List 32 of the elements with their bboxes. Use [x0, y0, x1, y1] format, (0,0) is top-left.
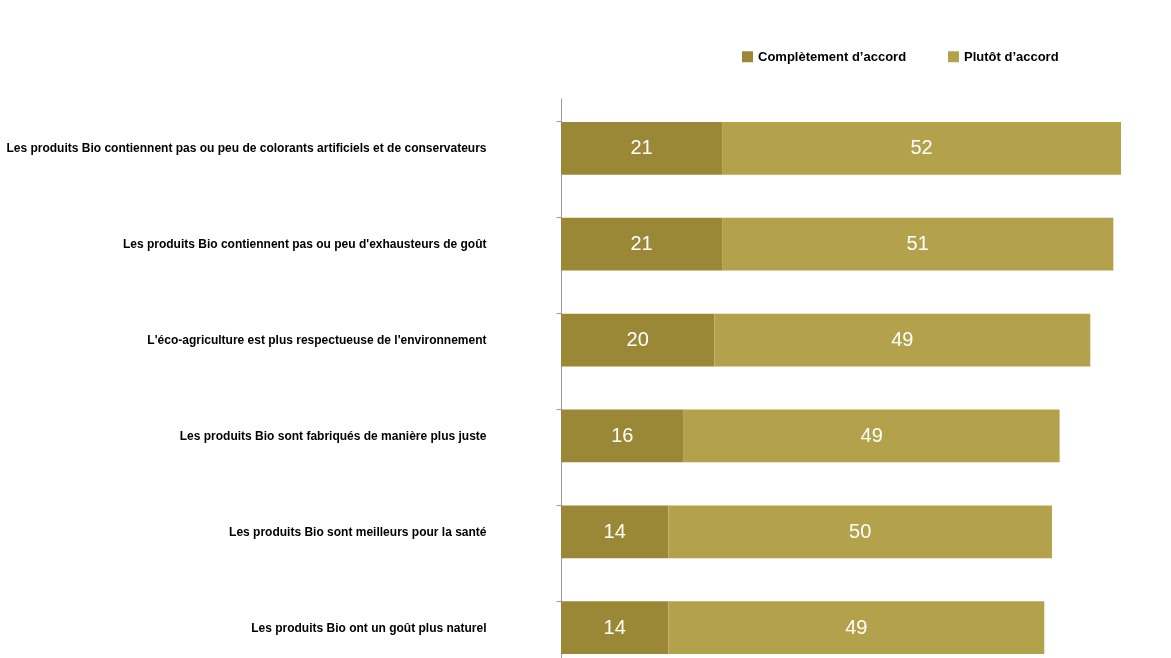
- data-label: 21: [630, 136, 653, 159]
- y-tick-label: L'éco-agriculture est plus respectueuse de l'environnement: [147, 333, 487, 348]
- bar: [561, 601, 669, 655]
- y-tick-label: Les produits Bio sont meilleurs pour la santé: [229, 524, 487, 539]
- bar: [561, 313, 715, 367]
- bar: [714, 313, 1091, 367]
- bar: [561, 409, 684, 463]
- legend-label: Complètement d’accord: [758, 48, 907, 64]
- data-label: 14: [603, 615, 626, 638]
- data-label: 20: [626, 328, 649, 351]
- y-tick-label: Les produits Bio ont un goût plus naturel: [251, 620, 487, 635]
- data-label: 49: [891, 328, 914, 351]
- bar: [561, 505, 669, 559]
- data-label: 50: [849, 519, 872, 542]
- legend-label: Plutôt d’accord: [964, 48, 1059, 64]
- bar: [561, 217, 723, 271]
- data-label: 49: [845, 615, 868, 638]
- bar: [722, 217, 1114, 271]
- bar: [668, 601, 1045, 655]
- y-tick-label: Les produits Bio sont fabriqués de manière plus juste: [179, 428, 487, 443]
- data-label: 21: [630, 232, 653, 255]
- bar: [561, 121, 723, 175]
- data-label: 51: [906, 232, 929, 255]
- bar: [683, 409, 1060, 463]
- data-label: 16: [611, 423, 634, 446]
- bar: [668, 505, 1052, 559]
- y-tick-label: Les produits Bio contiennent pas ou peu de colorants artificiels et de conservateurs: [6, 141, 487, 156]
- y-tick-label: Les produits Bio contiennent pas ou peu d'exhausteurs de goût: [122, 237, 487, 252]
- data-label: 52: [910, 136, 933, 159]
- data-label: 49: [860, 423, 883, 446]
- data-label: 14: [603, 519, 626, 542]
- bar: [722, 121, 1121, 175]
